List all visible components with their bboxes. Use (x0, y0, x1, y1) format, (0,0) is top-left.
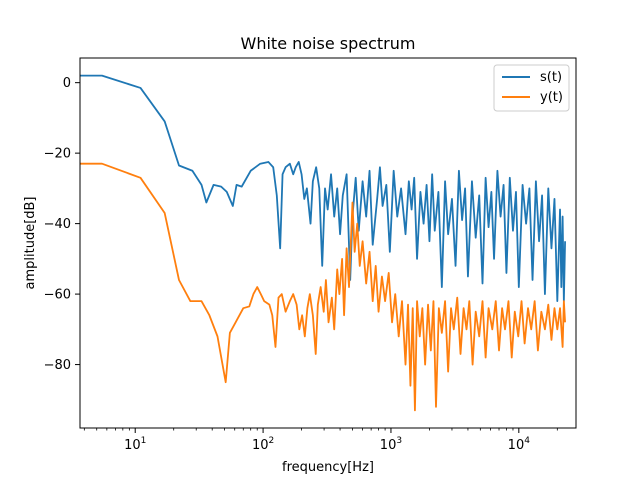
x-axis-ticks: 101 102 103 104 (83, 428, 558, 453)
x-tick-label: 101 (124, 436, 146, 453)
legend: s(t) y(t) (493, 64, 570, 112)
series-line-y (80, 162, 566, 412)
legend-label-y: y(t) (540, 90, 563, 105)
x-tick-exponent: 2 (268, 436, 274, 446)
x-tick-label: 104 (508, 436, 531, 453)
series-line-s (80, 74, 566, 303)
y-tick-label: −40 (44, 217, 71, 232)
x-axis-label: frequency[Hz] (282, 460, 374, 475)
y-tick-label: −80 (44, 358, 71, 373)
y-tick-label: −20 (44, 147, 71, 162)
legend-label-s: s(t) (540, 70, 562, 85)
series-layer (80, 74, 566, 412)
y-axis-label: amplitude[dB] (23, 196, 38, 289)
x-tick-label: 102 (252, 436, 274, 453)
chart-title: White noise spectrum (241, 34, 416, 53)
y-axis-ticks: 0 −20 −40 −60 −80 (44, 76, 80, 373)
x-tick-exponent: 3 (396, 436, 402, 446)
x-tick-exponent: 4 (524, 436, 530, 446)
y-tick-label: 0 (63, 76, 71, 91)
x-tick-exponent: 1 (141, 436, 147, 446)
plot-area-frame (79, 57, 577, 429)
x-tick-label: 103 (380, 436, 402, 453)
y-tick-label: −60 (44, 288, 71, 303)
